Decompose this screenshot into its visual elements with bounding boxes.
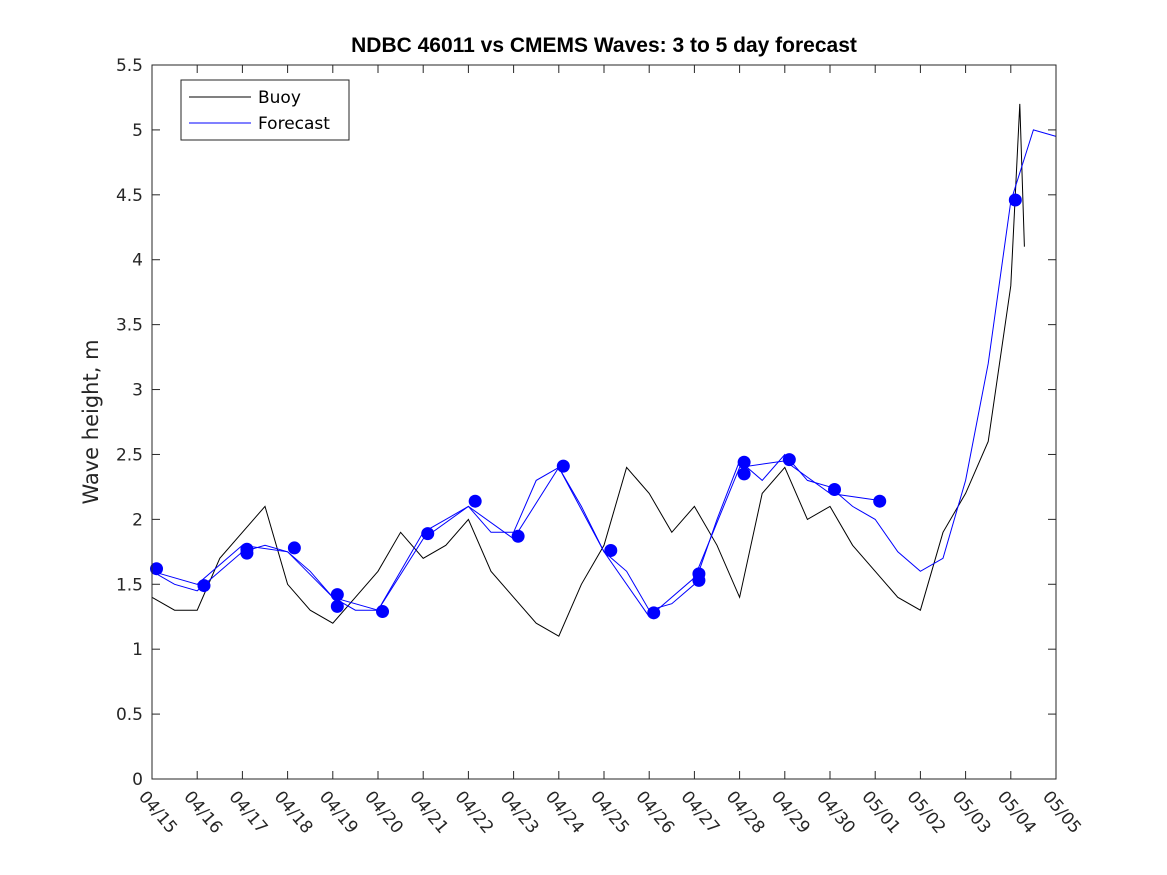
x-tick-label: 04/20 [360,787,407,837]
x-tick-label: 04/27 [677,787,724,837]
y-tick-label: 2 [132,510,143,530]
y-tick-label: 4 [132,251,143,271]
x-tick-label: 05/05 [1038,787,1085,837]
y-tick-label: 0 [132,770,143,790]
plot-frame [151,64,1057,780]
forecast-marker [828,483,842,497]
forecast-marker [737,467,751,481]
forecast-marker [197,579,211,593]
forecast-marker [1008,193,1022,207]
x-tick-label: 04/25 [586,787,633,837]
forecast-marker [692,573,706,587]
x-tick-label: 04/17 [225,787,272,837]
legend: Buoy Forecast [180,79,350,141]
x-tick-label: 04/16 [179,787,226,837]
x-tick-label: 05/03 [948,787,995,837]
forecast-marker [421,527,435,541]
forecast-marker [511,529,525,543]
marker-layer [150,193,1022,620]
x-tick-label: 04/29 [767,787,814,837]
y-tick-label: 5 [132,121,143,141]
y-tick-label: 5.5 [116,56,143,76]
forecast-marker [150,562,164,576]
forecast-marker [330,588,344,602]
forecast-marker [604,544,618,558]
y-tick-label: 4.5 [116,186,143,206]
x-tick-label: 04/30 [812,787,859,837]
x-tick-label: 04/28 [722,787,769,837]
plot-background [152,65,1056,779]
legend-forecast-label: Forecast [258,114,330,134]
forecast-marker [330,599,344,613]
forecast-marker [737,455,751,469]
forecast-marker [782,453,796,467]
x-tick-label: 05/02 [903,787,950,837]
forecast-marker [376,605,390,619]
x-tick-label: 04/23 [496,787,543,837]
forecast-marker [240,546,254,560]
forecast-marker [287,541,301,555]
y-tick-label: 3.5 [116,316,143,336]
y-tick-label: 3 [132,381,143,401]
y-tick-label: 1 [132,640,143,660]
forecast-marker [873,494,887,508]
x-tick-label: 04/18 [270,787,317,837]
x-tick-label: 04/21 [405,787,452,837]
forecast-marker [468,494,482,508]
chart-title: NDBC 46011 vs CMEMS Waves: 3 to 5 day fo… [351,34,857,57]
x-tick-label: 04/24 [541,787,588,837]
y-axis-label: Wave height, m [79,339,103,504]
legend-buoy-label: Buoy [258,88,301,108]
y-tick-label: 0.5 [116,705,143,725]
x-tick-label: 04/22 [451,787,498,837]
legend-box [180,79,350,141]
x-tick-label: 04/15 [134,787,181,837]
y-tick-label: 1.5 [116,575,143,595]
x-tick-label: 04/26 [631,787,678,837]
forecast-marker [647,606,661,620]
y-tick-label: 2.5 [116,445,143,465]
forecast-marker [556,459,570,473]
x-tick-label: 05/01 [857,787,904,837]
x-tick-label: 05/04 [993,787,1040,837]
series-line-buoy [151,103,1025,637]
x-tick-label: 04/19 [315,787,362,837]
